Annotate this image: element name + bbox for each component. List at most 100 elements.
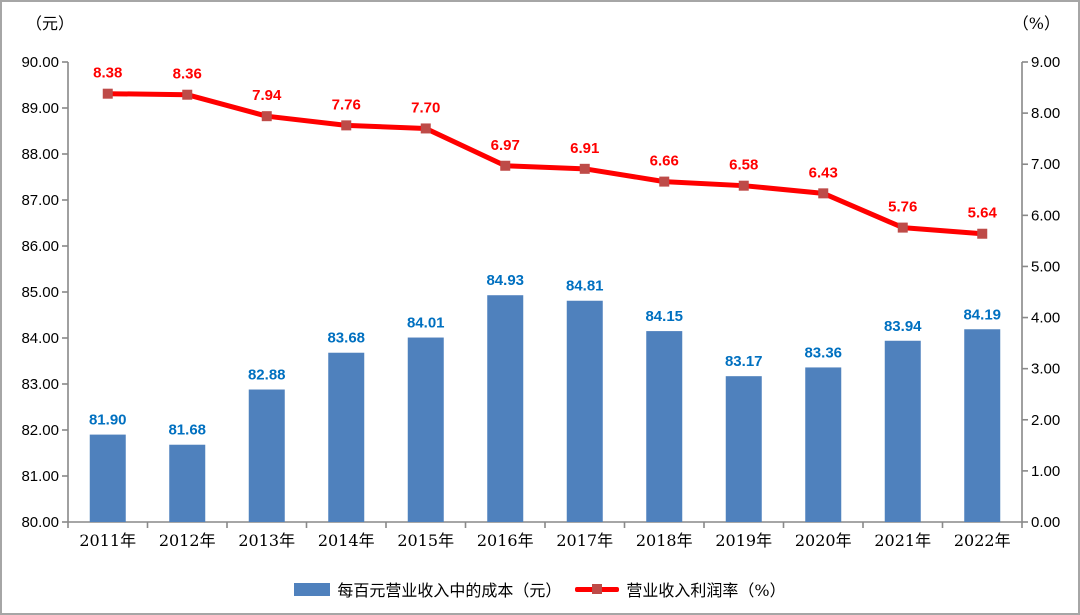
- x-axis-category-label: 2011年: [79, 531, 136, 550]
- left-axis-tick-label: 85.00: [21, 284, 59, 301]
- line-marker-2022年: [977, 228, 988, 239]
- right-axis-tick-label: 8.00: [1031, 105, 1060, 122]
- legend: 每百元营业收入中的成本（元） 营业收入利润率（%）: [2, 577, 1078, 601]
- x-axis-category-label: 2020年: [795, 531, 852, 550]
- line-series-path: [105, 91, 985, 237]
- x-axis-category-label: 2012年: [159, 531, 216, 550]
- line-swatch-marker-icon: [592, 584, 603, 594]
- line-value-label: 5.76: [888, 199, 917, 216]
- bar-2021年: [884, 340, 921, 522]
- bar-value-label: 83.94: [884, 318, 922, 335]
- left-axis-tick-label: 80.00: [21, 514, 59, 531]
- left-axis-tick-label: 88.00: [21, 146, 59, 163]
- bar-2012年: [169, 444, 206, 522]
- left-axis-tick-label: 81.00: [21, 468, 59, 485]
- left-axis-tick-label: 82.00: [21, 422, 59, 439]
- x-axis-category-label: 2014年: [318, 531, 375, 550]
- line-value-label: 6.58: [729, 157, 758, 174]
- right-axis-tick-label: 0.00: [1031, 514, 1060, 531]
- left-axis-unit-label: （元）: [26, 14, 75, 33]
- right-axis-tick-label: 2.00: [1031, 412, 1060, 429]
- x-axis-category-label: 2021年: [874, 531, 931, 550]
- bar-value-label: 84.81: [566, 278, 604, 295]
- line-marker-2012年: [182, 89, 193, 100]
- x-axis-category-label: 2015年: [397, 531, 454, 550]
- bar-2022年: [964, 329, 1001, 522]
- bar-value-label: 83.68: [327, 330, 365, 347]
- bar-value-labels: 81.90 81.68 82.88 83.68 84.01 84.93 84.81 84.15…: [89, 272, 1001, 439]
- right-axis-tick-label: 6.00: [1031, 207, 1060, 224]
- bar-value-label: 84.19: [963, 306, 1001, 323]
- bar-value-label: 83.17: [725, 353, 763, 370]
- line-marker-2021年: [897, 222, 908, 233]
- x-axis-category-label: 2022年: [954, 531, 1011, 550]
- left-axis-tick-label: 83.00: [21, 376, 59, 393]
- x-axis-category-label: 2018年: [636, 531, 693, 550]
- line-value-label: 7.94: [252, 87, 282, 104]
- bar-value-label: 83.36: [804, 344, 842, 361]
- bar-series-label: 每百元营业收入中的成本（元）: [337, 581, 562, 600]
- line-value-label: 7.76: [332, 96, 361, 113]
- line-markers: [102, 88, 988, 239]
- left-axis-tick-label: 84.00: [21, 330, 59, 347]
- bar-value-label: 82.88: [248, 367, 286, 384]
- line-marker-2020年: [818, 188, 829, 199]
- left-axis-tick-label: 87.00: [21, 192, 59, 209]
- right-axis-tick-label: 7.00: [1031, 156, 1060, 173]
- line-marker-2013年: [261, 111, 272, 122]
- left-axis-ticks: 90.00 89.00 88.00 87.00 86.00 85.00 84.00 83.00…: [21, 54, 68, 531]
- bar-2018年: [646, 331, 683, 522]
- x-axis-category-label: 2016年: [477, 531, 534, 550]
- line-value-label: 5.64: [968, 205, 998, 222]
- line-value-label: 7.70: [411, 99, 440, 116]
- right-axis-tick-label: 4.00: [1031, 310, 1060, 327]
- line-marker-2019年: [738, 180, 749, 191]
- line-marker-2015年: [420, 123, 431, 134]
- right-axis-tick-label: 3.00: [1031, 361, 1060, 378]
- bar-value-label: 84.01: [407, 315, 445, 332]
- x-axis-category-label: 2013年: [238, 531, 295, 550]
- bar-value-label: 84.93: [486, 272, 524, 289]
- line-marker-2014年: [341, 120, 352, 131]
- right-axis-unit-label: （%）: [1012, 14, 1060, 33]
- bar-series-swatch-icon: [294, 582, 331, 596]
- bar-2011年: [89, 434, 126, 522]
- bar-value-label: 84.15: [645, 308, 683, 325]
- line-value-label: 8.36: [173, 66, 202, 83]
- bar-2020年: [805, 367, 842, 522]
- right-axis-tick-label: 1.00: [1031, 463, 1060, 480]
- line-marker-2011年: [102, 88, 113, 99]
- line-series-swatch-icon: [575, 583, 620, 595]
- line-value-label: 6.97: [491, 137, 520, 154]
- right-axis-ticks: 9.00 8.00 7.00 6.00 5.00 4.00 3.00 2.00 1.00 0.00: [1022, 54, 1060, 531]
- x-axis-category-label: 2017年: [556, 531, 613, 550]
- bar-value-label: 81.68: [168, 422, 206, 439]
- left-axis-tick-label: 90.00: [21, 54, 59, 71]
- right-axis-tick-label: 5.00: [1031, 258, 1060, 275]
- line-value-label: 8.38: [93, 65, 122, 82]
- bar-2016年: [487, 295, 524, 522]
- x-axis-ticks: 2011年 2012年 2013年 2014年 2015年 2016年 2017年 2018年…: [67, 522, 1023, 550]
- legend-item-bar-series: 每百元营业收入中的成本（元）: [294, 577, 561, 601]
- line-value-label: 6.66: [650, 153, 679, 170]
- legend-item-line-series: 营业收入利润率（%）: [575, 577, 786, 601]
- line-marker-2018年: [659, 176, 670, 187]
- left-axis-tick-label: 89.00: [21, 100, 59, 117]
- bar-2017年: [566, 300, 603, 522]
- line-marker-2017年: [579, 163, 590, 174]
- x-axis-category-label: 2019年: [715, 531, 772, 550]
- line-value-label: 6.43: [809, 164, 838, 181]
- right-axis-tick-label: 9.00: [1031, 54, 1060, 71]
- line-value-labels: 8.38 8.36 7.94 7.76 7.70 6.97 6.91 6.66 6.58 6.43…: [93, 65, 997, 222]
- bar-value-label: 81.90: [89, 412, 127, 429]
- bar-2013年: [248, 389, 285, 522]
- line-marker-2016年: [500, 160, 511, 171]
- line-series-label: 营业收入利润率（%）: [626, 581, 786, 600]
- bar-series: [89, 295, 1001, 522]
- bar-2015年: [407, 337, 444, 522]
- left-axis-tick-label: 86.00: [21, 238, 59, 255]
- bar-2014年: [328, 352, 365, 522]
- line-value-label: 6.91: [570, 140, 599, 157]
